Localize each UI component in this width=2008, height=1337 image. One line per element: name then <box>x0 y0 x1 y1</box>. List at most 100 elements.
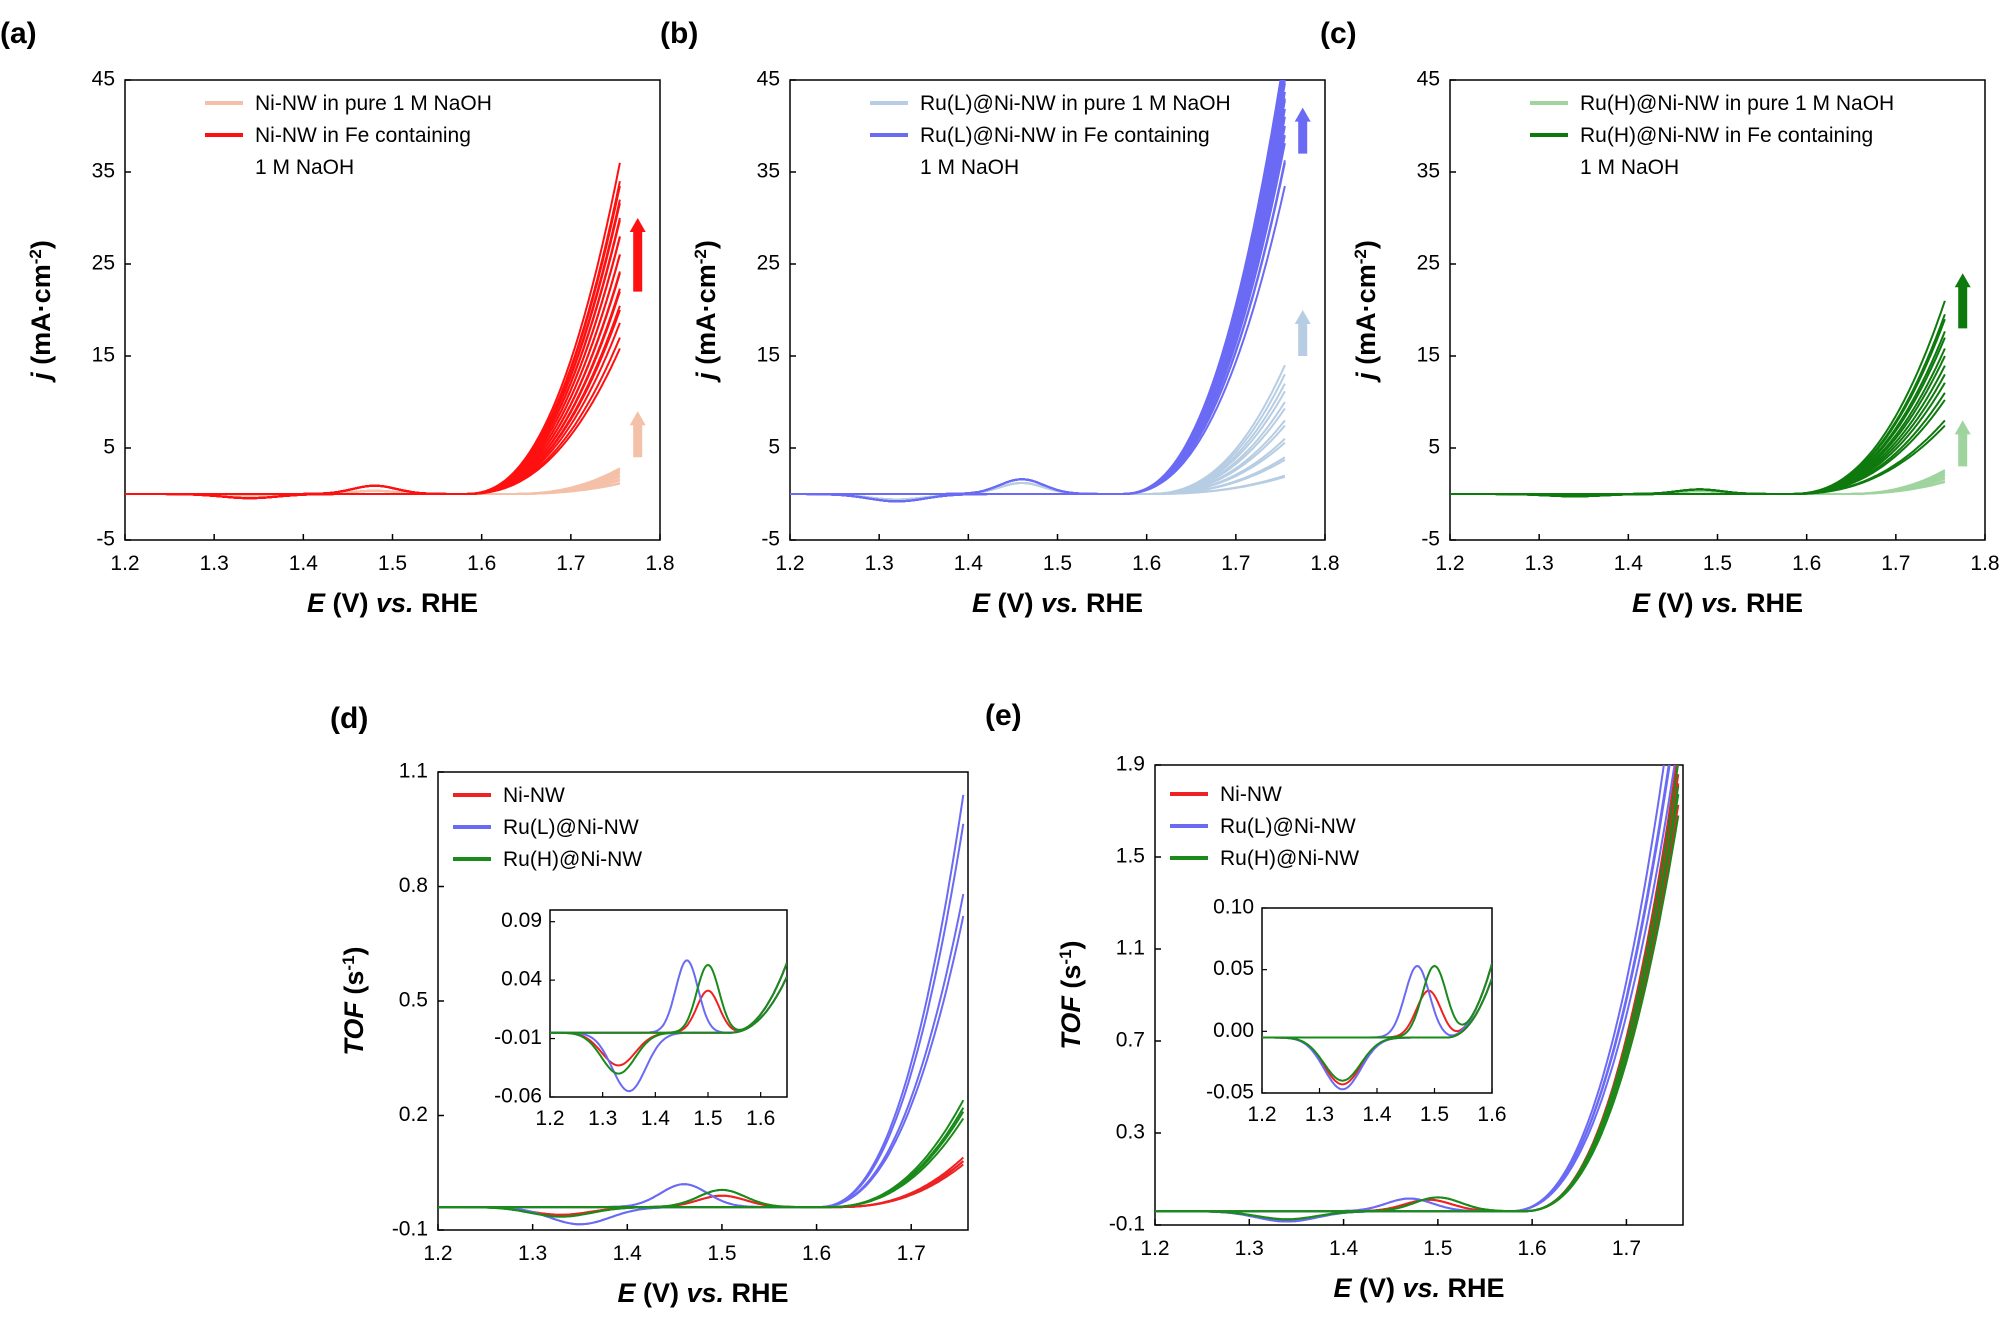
y-tick-label: 15 <box>1417 344 1440 367</box>
x-tick-label: 1.7 <box>1221 552 1250 575</box>
x-axis-label-vs: vs. <box>1041 588 1079 618</box>
y-tick-label: 35 <box>757 160 780 183</box>
series-line-reverse <box>1450 313 1946 498</box>
x-tick-label: 1.4 <box>1614 552 1644 575</box>
panel-label-e: (e) <box>985 699 1022 732</box>
x-axis-label-unit: (V) <box>1650 588 1701 618</box>
y-tick-label: 1.5 <box>1116 845 1145 868</box>
panel-e: (e) 1.2 1.3 1.4 1.5 1.6 1.7 -0.1 0.3 0.7 1.1 1.5 1.9… <box>985 699 1684 1303</box>
x-tick-label: 1.7 <box>1612 1237 1641 1260</box>
inset-y-tick-label: 0.10 <box>1213 896 1254 919</box>
x-tick-label: 1.8 <box>645 552 674 575</box>
y-axis-label-var: j <box>691 372 721 383</box>
y-axis-label-close: ) <box>339 946 369 955</box>
legend-entry: Ni-NW <box>1220 783 1282 806</box>
y-axis-label-unit: (mA·cm <box>1351 264 1381 372</box>
series-a-0 <box>125 467 621 497</box>
x-axis-label-ref: RHE <box>1739 588 1804 618</box>
x-axis-label: E (V) vs. RHE <box>1333 1273 1504 1303</box>
y-tick-label: -0.1 <box>392 1218 428 1241</box>
series-line-reverse <box>790 91 1286 503</box>
legend-entry: Ru(L)@Ni-NW in Fe containing <box>920 124 1210 147</box>
series-line-reverse <box>790 100 1286 503</box>
y-tick-label: -5 <box>1421 528 1440 551</box>
series-a-1 <box>125 162 621 500</box>
inset-y-tick-label: 0.09 <box>501 909 542 932</box>
x-axis-label-vs: vs. <box>686 1278 724 1308</box>
y-tick-label: 25 <box>92 252 115 275</box>
x-axis-label: E (V) vs. RHE <box>617 1278 788 1308</box>
y-tick-label: 0.7 <box>1116 1029 1145 1052</box>
y-tick-label: 45 <box>757 68 780 91</box>
series-line-forward <box>790 135 1286 495</box>
inset-x-tick-label: 1.2 <box>1247 1103 1276 1126</box>
inset-series-group <box>550 959 787 1093</box>
x-axis-label-var: E <box>1333 1273 1352 1303</box>
y-tick-label: 1.9 <box>1116 753 1145 776</box>
legend-entry: Ru(H)@Ni-NW in pure 1 M NaOH <box>1580 92 1894 115</box>
inset-x-tick-label: 1.6 <box>1477 1103 1506 1126</box>
x-axis-label-var: E <box>617 1278 636 1308</box>
series-e-2 <box>1155 765 1680 1221</box>
x-tick-label: 1.7 <box>556 552 585 575</box>
y-tick-label: 45 <box>1417 68 1440 91</box>
x-tick-label: 1.8 <box>1310 552 1339 575</box>
y-tick-label: 5 <box>103 436 115 459</box>
inset-frame <box>1261 907 1493 1094</box>
series-line-forward <box>125 467 621 495</box>
series-line-reverse <box>125 185 621 500</box>
y-axis-label-unit: (mA·cm <box>26 264 56 372</box>
inset-x-tick-label: 1.4 <box>641 1107 671 1130</box>
panel-c: (c) 1.2 1.3 1.4 1.5 1.6 1.7 1.8 -5 5 15 25 35 45 E (V)… <box>1320 17 2000 618</box>
legend-entry: Ru(L)@Ni-NW <box>1220 815 1356 838</box>
inset-d: 1.2 1.3 1.4 1.5 1.6 -0.06 -0.01 0.04 0.09 <box>494 909 788 1130</box>
legend-entry-cont: 1 M NaOH <box>255 156 354 179</box>
x-axis-label-ref: RHE <box>724 1278 789 1308</box>
x-axis-label-unit: (V) <box>990 588 1041 618</box>
series-group-a <box>125 162 621 500</box>
trend-arrow <box>629 218 646 292</box>
y-axis-label: TOF (s-1) <box>339 946 370 1055</box>
y-axis-label: j (mA·cm-2) <box>1351 240 1382 383</box>
series-line-forward <box>790 116 1286 495</box>
x-tick-label: 1.6 <box>802 1242 831 1265</box>
series-line-reverse <box>438 1107 965 1218</box>
x-axis-label-unit: (V) <box>1351 1273 1402 1303</box>
plot-frame-a <box>124 79 661 541</box>
y-axis-label-unit: (s <box>339 971 369 1003</box>
inset-x-tick-label: 1.6 <box>746 1107 775 1130</box>
series-line-forward <box>790 98 1286 495</box>
series-b-1 <box>790 80 1286 503</box>
x-tick-label: 1.3 <box>518 1242 547 1265</box>
y-axis-label-close: ) <box>691 240 721 249</box>
series-line-reverse <box>125 305 621 500</box>
x-tick-label: 1.4 <box>613 1242 643 1265</box>
inset-y-tick-label: -0.05 <box>1206 1081 1254 1104</box>
x-tick-label: 1.6 <box>1792 552 1821 575</box>
y-axis-label-sup: -2 <box>26 249 45 264</box>
x-axis-label-ref: RHE <box>1440 1273 1505 1303</box>
series-line-forward <box>125 162 621 495</box>
series-line-forward <box>125 337 621 495</box>
series-group-e <box>1155 765 1680 1223</box>
series-line-reverse <box>790 143 1286 503</box>
x-tick-label: 1.6 <box>1132 552 1161 575</box>
x-axis-label: E (V) vs. RHE <box>1632 588 1803 618</box>
y-axis-label-var: j <box>1351 372 1381 383</box>
y-tick-label: -0.1 <box>1109 1213 1145 1236</box>
x-axis-label-var: E <box>307 588 326 618</box>
x-axis-label: E (V) vs. RHE <box>972 588 1143 618</box>
y-tick-label: 25 <box>1417 252 1440 275</box>
y-tick-label: 1.1 <box>1116 937 1145 960</box>
inset-series-reverse <box>550 976 787 1075</box>
x-tick-label: 1.2 <box>423 1242 452 1265</box>
legend-entry-cont: 1 M NaOH <box>1580 156 1679 179</box>
inset-x-tick-label: 1.4 <box>1362 1103 1392 1126</box>
series-group-c <box>1450 300 1946 498</box>
series-line-reverse <box>790 160 1286 503</box>
panel-d: (d) 1.2 1.3 1.4 1.5 1.6 1.7 -0.1 0.2 0.5 0.8 1.1 E (… <box>330 702 969 1308</box>
legend-entry: Ni-NW in Fe containing <box>255 124 471 147</box>
x-tick-label: 1.3 <box>200 552 229 575</box>
y-axis-label-close: ) <box>26 240 56 249</box>
